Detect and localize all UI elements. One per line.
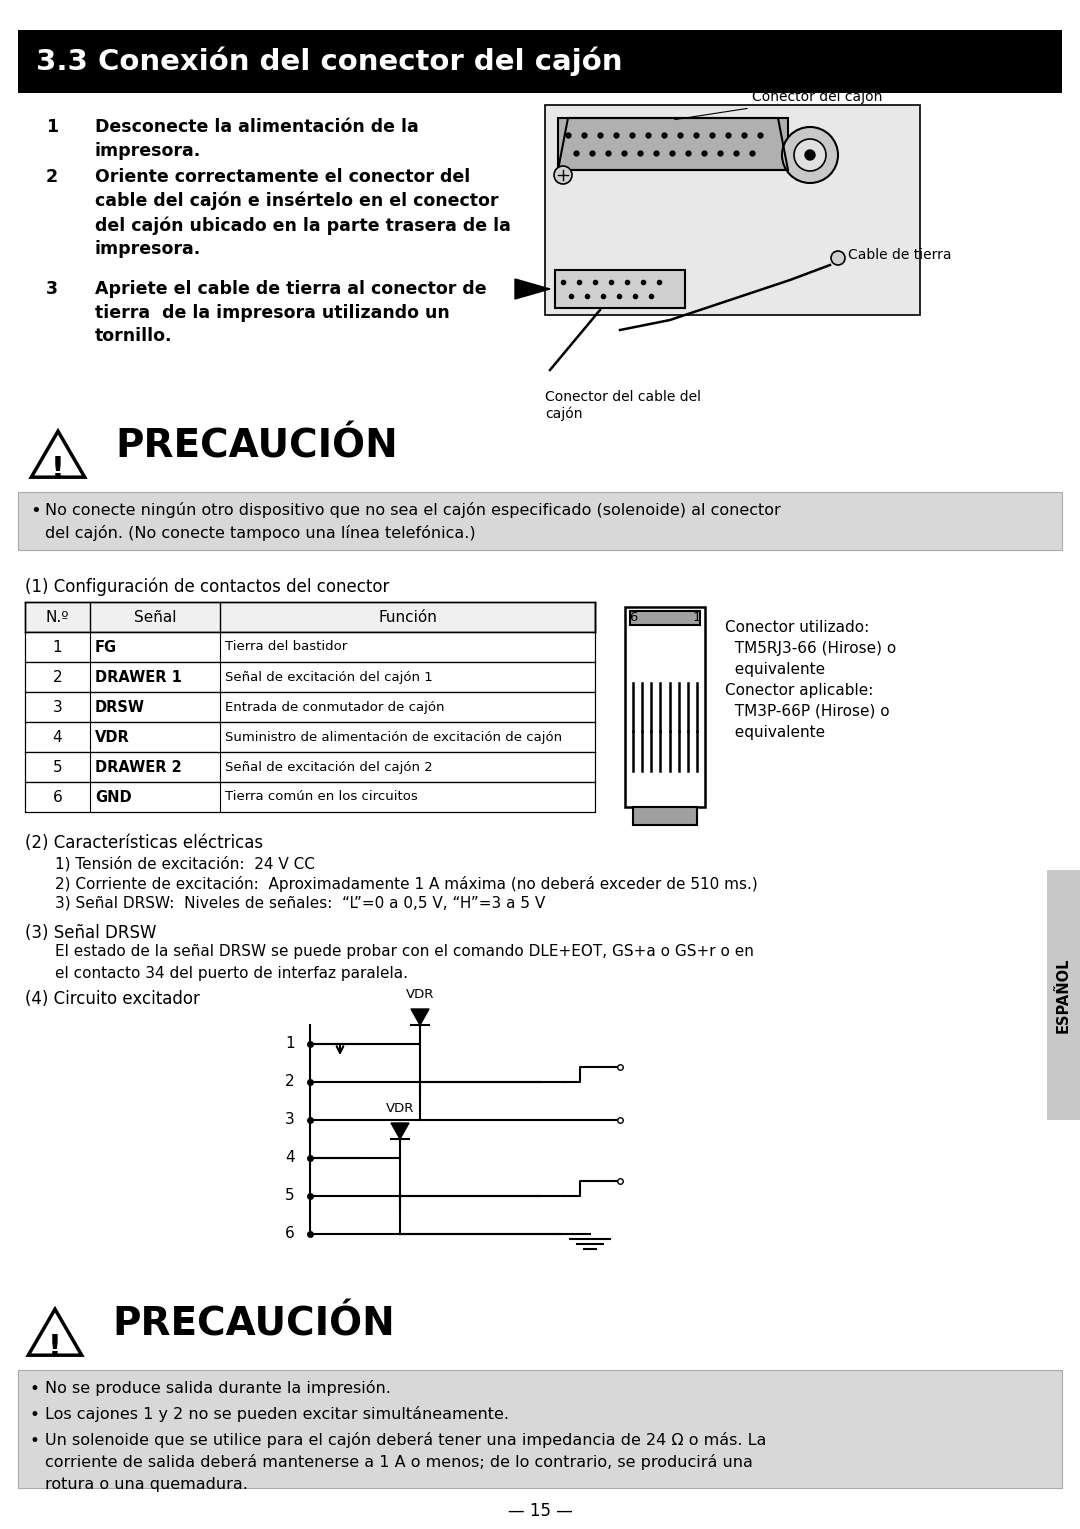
Text: 1: 1 <box>285 1037 295 1052</box>
Bar <box>25 722 595 752</box>
Polygon shape <box>411 1009 429 1024</box>
Text: Tierra común en los circuitos: Tierra común en los circuitos <box>225 790 418 804</box>
Circle shape <box>831 251 845 265</box>
Text: Tierra del bastidor: Tierra del bastidor <box>225 641 348 653</box>
Text: equivalente: equivalente <box>725 725 825 740</box>
Text: Señal de excitación del cajón 1: Señal de excitación del cajón 1 <box>225 671 433 683</box>
Text: TM5RJ3-66 (Hirose) o: TM5RJ3-66 (Hirose) o <box>725 641 896 656</box>
Bar <box>25 781 595 812</box>
Text: 2) Corriente de excitación:  Aproximadamente 1 A máxima (no deberá exceder de 51: 2) Corriente de excitación: Aproximadame… <box>55 876 758 891</box>
Polygon shape <box>391 1122 409 1139</box>
Text: (2) Características eléctricas: (2) Características eléctricas <box>25 833 264 852</box>
Bar <box>25 693 595 722</box>
Text: 1: 1 <box>53 639 63 654</box>
Text: 3: 3 <box>285 1113 295 1127</box>
Text: 4: 4 <box>53 729 63 745</box>
Text: Señal de excitación del cajón 2: Señal de excitación del cajón 2 <box>225 760 433 774</box>
Text: Función: Función <box>378 610 437 624</box>
Text: 6: 6 <box>629 612 637 624</box>
Polygon shape <box>28 1309 82 1355</box>
Text: !: ! <box>51 456 65 485</box>
Text: equivalente: equivalente <box>725 662 825 677</box>
Text: 2: 2 <box>46 168 58 187</box>
Text: 1: 1 <box>46 118 58 136</box>
Text: 1) Tensión de excitación:  24 V CC: 1) Tensión de excitación: 24 V CC <box>55 856 315 872</box>
Text: 3: 3 <box>46 280 58 298</box>
Text: FG: FG <box>95 639 117 654</box>
Circle shape <box>554 167 572 183</box>
Text: (3) Señal DRSW: (3) Señal DRSW <box>25 924 157 942</box>
Text: 4: 4 <box>285 1150 295 1165</box>
Text: TM3P-66P (Hirose) o: TM3P-66P (Hirose) o <box>725 703 890 719</box>
Text: 3.3 Conexión del conector del cajón: 3.3 Conexión del conector del cajón <box>36 47 622 76</box>
Text: DRAWER 1: DRAWER 1 <box>95 670 181 685</box>
Text: 5: 5 <box>285 1188 295 1203</box>
Text: — 15 —: — 15 — <box>508 1501 572 1520</box>
Text: PRECAUCIÓN: PRECAUCIÓN <box>114 428 397 466</box>
Text: •: • <box>30 502 41 520</box>
Text: •: • <box>30 1433 40 1449</box>
Text: PRECAUCIÓN: PRECAUCIÓN <box>112 1306 395 1344</box>
Bar <box>630 612 700 625</box>
Text: ESPAÑOL: ESPAÑOL <box>1055 957 1070 1032</box>
Text: Conector utilizado:: Conector utilizado: <box>725 619 869 635</box>
Bar <box>25 602 595 631</box>
Bar <box>625 607 705 807</box>
Text: 6: 6 <box>53 789 63 804</box>
Polygon shape <box>515 278 550 300</box>
Polygon shape <box>31 431 84 477</box>
FancyBboxPatch shape <box>545 106 920 315</box>
Text: Un solenoide que se utilice para el cajón deberá tener una impedancia de 24 Ω o : Un solenoide que se utilice para el cajó… <box>45 1433 767 1491</box>
Text: 3: 3 <box>53 699 63 714</box>
Text: !: ! <box>49 1333 62 1362</box>
Text: VDR: VDR <box>406 988 434 1001</box>
Text: 2: 2 <box>285 1075 295 1090</box>
Circle shape <box>805 150 815 161</box>
Text: VDR: VDR <box>386 1102 415 1115</box>
Bar <box>633 807 697 826</box>
FancyBboxPatch shape <box>555 271 685 307</box>
Text: (4) Circuito excitador: (4) Circuito excitador <box>25 989 200 1008</box>
Text: 6: 6 <box>285 1226 295 1242</box>
Text: No se produce salida durante la impresión.: No se produce salida durante la impresió… <box>45 1381 391 1396</box>
Bar <box>18 492 1062 550</box>
Text: Apriete el cable de tierra al conector de
tierra  de la impresora utilizando un
: Apriete el cable de tierra al conector d… <box>95 280 487 346</box>
Text: Desconecte la alimentación de la
impresora.: Desconecte la alimentación de la impreso… <box>95 118 419 159</box>
Text: Señal: Señal <box>134 610 176 624</box>
Text: •: • <box>30 1407 40 1423</box>
Text: Oriente correctamente el conector del
cable del cajón e insértelo en el conector: Oriente correctamente el conector del ca… <box>95 168 511 258</box>
Bar <box>1047 870 1080 1121</box>
Text: DRSW: DRSW <box>95 699 145 714</box>
Text: •: • <box>30 1381 40 1398</box>
Bar <box>18 31 1062 93</box>
Text: No conecte ningún otro dispositivo que no sea el cajón especificado (solenoide) : No conecte ningún otro dispositivo que n… <box>45 502 781 541</box>
Text: (1) Configuración de contactos del conector: (1) Configuración de contactos del conec… <box>25 578 390 596</box>
Bar <box>25 662 595 693</box>
FancyBboxPatch shape <box>558 118 788 170</box>
Bar <box>18 1370 1062 1488</box>
Circle shape <box>782 127 838 183</box>
Text: Entrada de conmutador de cajón: Entrada de conmutador de cajón <box>225 700 445 714</box>
Text: Conector del cable del
cajón: Conector del cable del cajón <box>545 390 701 420</box>
Text: Suministro de alimentación de excitación de cajón: Suministro de alimentación de excitación… <box>225 731 562 743</box>
Text: 3) Señal DRSW:  Niveles de señales:  “L”=0 a 0,5 V, “H”=3 a 5 V: 3) Señal DRSW: Niveles de señales: “L”=0… <box>55 896 545 911</box>
Circle shape <box>794 139 826 171</box>
Bar <box>25 752 595 781</box>
Text: 5: 5 <box>53 760 63 775</box>
Text: Conector aplicable:: Conector aplicable: <box>725 683 874 699</box>
Text: El estado de la señal DRSW se puede probar con el comando DLE+EOT, GS+a o GS+r o: El estado de la señal DRSW se puede prob… <box>55 943 754 980</box>
Bar <box>25 631 595 662</box>
Text: VDR: VDR <box>95 729 130 745</box>
Text: 1: 1 <box>692 612 701 624</box>
Text: Cable de tierra: Cable de tierra <box>848 248 951 261</box>
Text: GND: GND <box>95 789 132 804</box>
Text: Los cajones 1 y 2 no se pueden excitar simultáneamente.: Los cajones 1 y 2 no se pueden excitar s… <box>45 1407 509 1422</box>
Text: 2: 2 <box>53 670 63 685</box>
Text: Conector del cajón: Conector del cajón <box>752 90 882 104</box>
Text: DRAWER 2: DRAWER 2 <box>95 760 181 775</box>
Text: N.º: N.º <box>45 610 69 624</box>
